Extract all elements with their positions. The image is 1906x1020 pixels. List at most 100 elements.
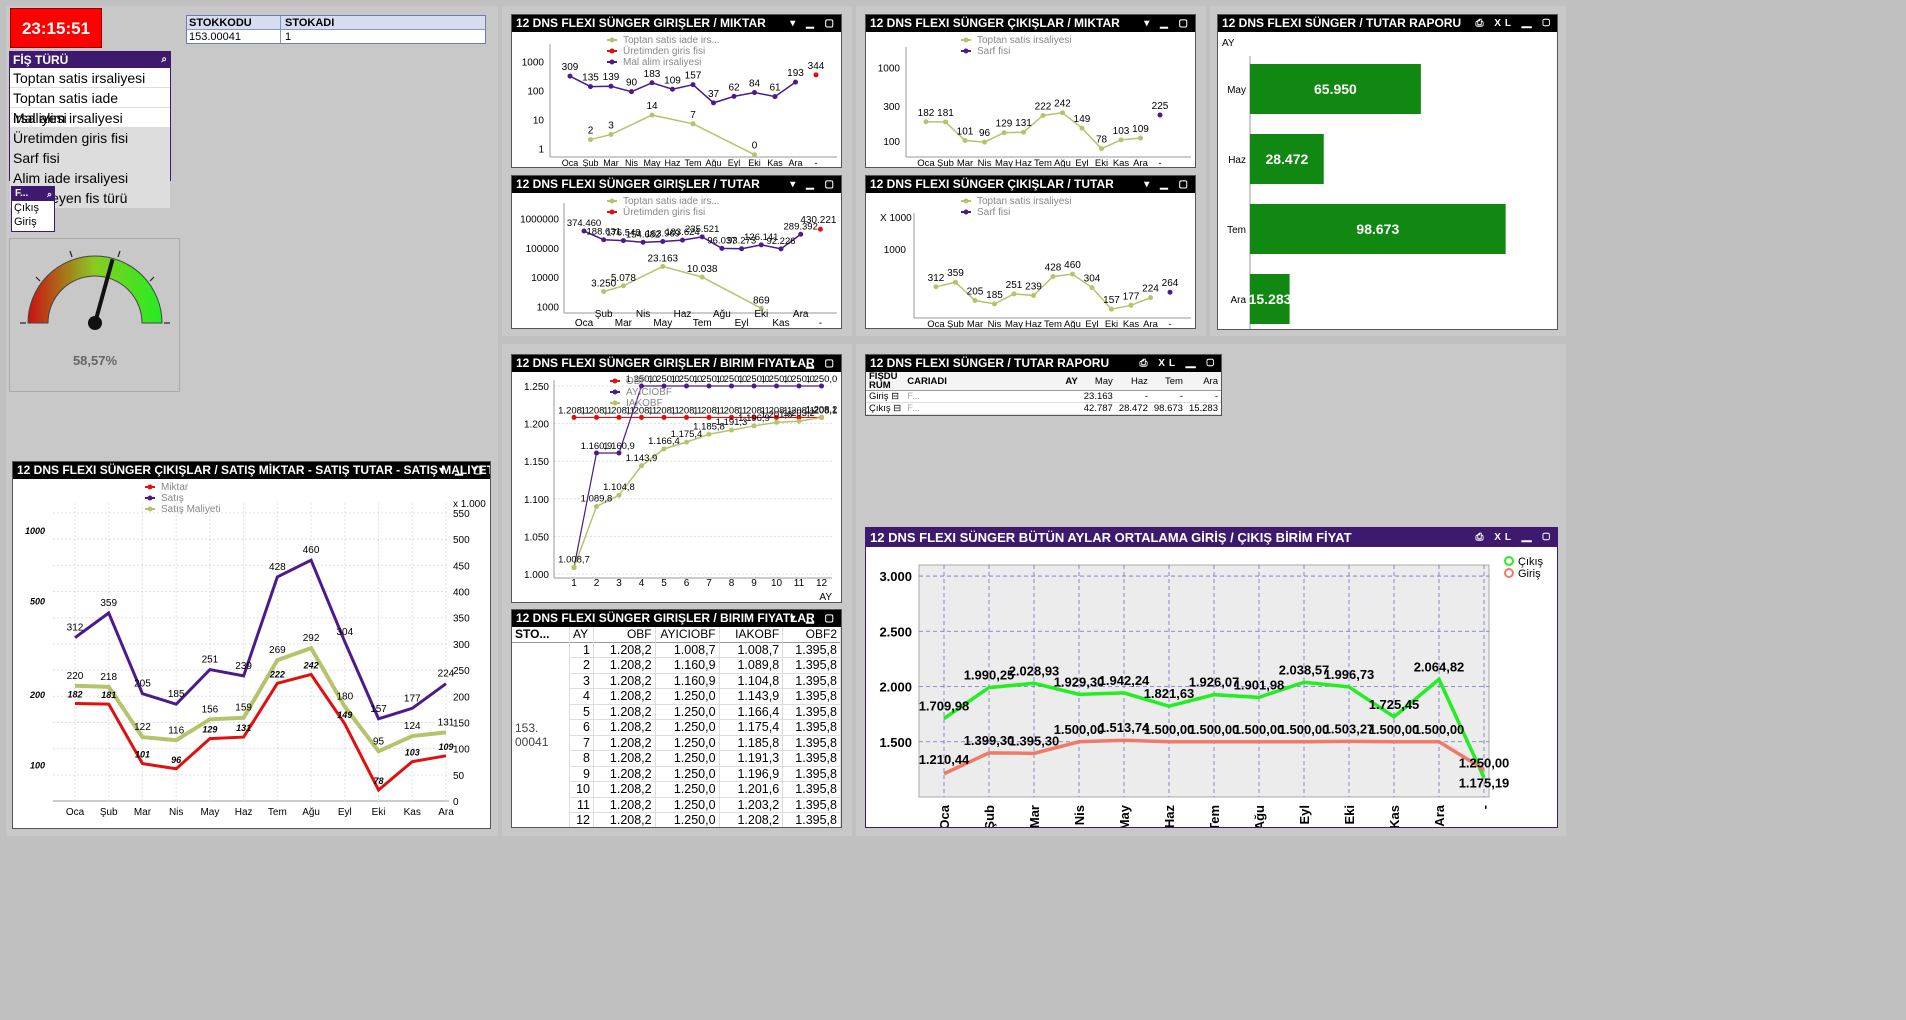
table-cell[interactable]: -: [1144, 391, 1148, 402]
table-cell[interactable]: 2: [569, 657, 594, 673]
table-cell[interactable]: 6: [569, 719, 594, 735]
table-cell[interactable]: 1.208,2: [593, 812, 656, 827]
table-cell[interactable]: 1.208,2: [593, 704, 656, 720]
column-header[interactable]: FİŞDU RUM: [869, 371, 898, 391]
table-cell[interactable]: 1.208,2: [593, 688, 656, 704]
list-item[interactable]: Giriş: [14, 216, 37, 228]
table-cell[interactable]: 28.472: [1118, 403, 1148, 414]
data-table[interactable]: FİŞDU RUM CARIADI AY May Haz Tem Ara Giriş ⊟ F..…: [866, 372, 1221, 415]
window-controls[interactable]: ▾ ▁ ▢: [439, 465, 487, 476]
table-cell[interactable]: 9: [569, 766, 594, 782]
table-cell[interactable]: 1.395,8: [782, 797, 841, 813]
table-cell[interactable]: 1.250,0: [655, 719, 720, 735]
table-cell[interactable]: 11: [569, 797, 594, 813]
table-cell[interactable]: 1.185,8: [719, 735, 784, 751]
table-row[interactable]: 7 1.208,2 1.250,0 1.185,8 1.395,8: [512, 735, 841, 751]
table-cell[interactable]: 1.208,2: [593, 719, 656, 735]
table-cell[interactable]: 1.143,9: [719, 688, 784, 704]
table-row[interactable]: 3 1.208,2 1.160,9 1.104,8 1.395,8: [512, 673, 841, 689]
table-cell[interactable]: 1.395,8: [782, 781, 841, 797]
table-cell[interactable]: 7: [569, 735, 594, 751]
table-cell[interactable]: -: [1179, 391, 1183, 402]
table-cell[interactable]: 1.250,0: [655, 750, 720, 766]
window-controls[interactable]: ▾ ▁ ▢: [1144, 18, 1192, 29]
birim-fiyat-chart[interactable]: 12 DNS FLEXI SÜNGER GIRIŞLER / BIRIM FIY…: [511, 354, 842, 603]
column-header[interactable]: Tem: [1164, 375, 1183, 387]
table-cell[interactable]: 1.208,2: [593, 657, 656, 673]
window-controls[interactable]: ⎙ XL ▁ ▢: [1139, 358, 1218, 369]
table-cell[interactable]: 1.208,2: [593, 673, 656, 689]
table-cell[interactable]: 1.160,9: [655, 673, 720, 689]
table-cell[interactable]: 1.191,3: [719, 750, 784, 766]
table-cell[interactable]: 5: [569, 704, 594, 720]
column-header[interactable]: May: [1094, 375, 1113, 387]
table-row[interactable]: 10 1.208,2 1.250,0 1.201,6 1.395,8: [512, 781, 841, 797]
table-cell[interactable]: 1.250,0: [655, 688, 720, 704]
column-header[interactable]: AY: [569, 627, 594, 642]
table-cell[interactable]: 1.008,7: [655, 642, 720, 658]
column-header[interactable]: Ara: [1203, 375, 1218, 387]
table-cell[interactable]: 15.283: [1188, 403, 1218, 414]
table-cell[interactable]: Çıkış ⊟: [869, 403, 902, 414]
table-cell[interactable]: 1.395,8: [782, 735, 841, 751]
window-controls[interactable]: ⎙ XL ▁ ▢: [1475, 532, 1554, 543]
tutar-raporu-bar-chart[interactable]: 12 DNS FLEXI SÜNGER / TUTAR RAPORU ⎙ XL ▁…: [1217, 14, 1558, 330]
satis-chart[interactable]: 12 DNS FLEXI SÜNGER ÇIKIŞLAR / SATIŞ MİK…: [12, 461, 491, 829]
stokkodu-header[interactable]: STOKKODU: [187, 16, 281, 29]
column-header[interactable]: AY: [1065, 375, 1078, 387]
cikislar-miktar-chart[interactable]: 12 DNS FLEXI SÜNGER ÇIKIŞLAR / MIKTAR ▾ ▁…: [865, 14, 1196, 168]
table-cell[interactable]: 1.089,8: [719, 657, 784, 673]
list-item[interactable]: Sarf fisi: [10, 148, 170, 168]
table-cell[interactable]: 1.250,0: [655, 735, 720, 751]
list-item[interactable]: Üretimden giris fisi: [10, 128, 170, 148]
stok-table[interactable]: STOKKODU STOKADI 153.00041 1: [186, 15, 486, 44]
table-cell[interactable]: 1.175,4: [719, 719, 784, 735]
table-cell[interactable]: 1.395,8: [782, 750, 841, 766]
table-cell[interactable]: 1.203,2: [719, 797, 784, 813]
table-row[interactable]: 2 1.208,2 1.160,9 1.089,8 1.395,8: [512, 657, 841, 673]
table-cell[interactable]: 1.395,8: [782, 657, 841, 673]
girisler-tutar-chart[interactable]: 12 DNS FLEXI SÜNGER GIRIŞLER / TUTAR ▾ ▁ …: [511, 175, 842, 329]
list-item[interactable]: Toptan satis iade irsaliyesi: [10, 88, 170, 126]
tutar-raporu-table[interactable]: 12 DNS FLEXI SÜNGER / TUTAR RAPORU ⎙ XL ▁…: [865, 354, 1222, 416]
table-cell[interactable]: 1.395,8: [782, 673, 841, 689]
table-cell[interactable]: F...: [907, 403, 920, 414]
table-cell[interactable]: 1.395,8: [782, 766, 841, 782]
table-cell[interactable]: 1.208,2: [593, 781, 656, 797]
table-cell[interactable]: 1.104,8: [719, 673, 784, 689]
table-cell[interactable]: 1.208,2: [719, 812, 784, 827]
table-cell[interactable]: 42.787: [1083, 403, 1113, 414]
column-header[interactable]: IAKOBF: [719, 627, 784, 642]
table-cell[interactable]: 1: [569, 642, 594, 658]
table-cell[interactable]: 8: [569, 750, 594, 766]
table-row[interactable]: 12 1.208,2 1.250,0 1.208,2 1.395,8: [512, 812, 841, 827]
table-row[interactable]: 9 1.208,2 1.250,0 1.196,9 1.395,8: [512, 766, 841, 782]
table-row[interactable]: 153. 00041 1 1.208,2 1.008,7 1.008,7 1.395,8: [512, 642, 841, 827]
table-cell[interactable]: 1.201,6: [719, 781, 784, 797]
list-item[interactable]: Alim iade irsaliyesi: [10, 168, 170, 188]
girisler-miktar-chart[interactable]: 12 DNS FLEXI SÜNGER GIRIŞLER / MIKTAR ▾ ▁…: [511, 14, 842, 168]
window-controls[interactable]: ▾ ▁ ▢: [790, 18, 838, 29]
table-cell[interactable]: 4: [569, 688, 594, 704]
window-controls[interactable]: ▾ ▁ ▢: [790, 613, 838, 624]
list-item[interactable]: Çıkış: [14, 202, 40, 214]
table-cell[interactable]: 1.208,2: [593, 735, 656, 751]
table-cell[interactable]: 1.395,8: [782, 812, 841, 827]
column-header[interactable]: CARIADI: [907, 375, 947, 387]
table-row[interactable]: 4 1.208,2 1.250,0 1.143,9 1.395,8: [512, 688, 841, 704]
table-cell[interactable]: 1.166,4: [719, 704, 784, 720]
table-row[interactable]: 11 1.208,2 1.250,0 1.203,2 1.395,8: [512, 797, 841, 813]
table-cell[interactable]: 1.395,8: [782, 688, 841, 704]
table-cell[interactable]: 1.250,0: [655, 766, 720, 782]
table-cell[interactable]: 1.208,2: [593, 766, 656, 782]
table-cell[interactable]: Giriş ⊟: [869, 391, 900, 402]
fisdurum-listbox[interactable]: F... ⌕ Çıkış Giriş: [11, 186, 55, 232]
window-controls[interactable]: ▾ ▁ ▢: [1144, 179, 1192, 190]
stokkodu-cell[interactable]: 153.00041: [187, 30, 281, 43]
column-header[interactable]: OBF: [593, 627, 656, 642]
table-cell[interactable]: 1.250,0: [655, 797, 720, 813]
table-cell[interactable]: 1.008,7: [719, 642, 784, 658]
gauge-panel[interactable]: 58,57%: [9, 238, 180, 392]
ortalama-birim-fiyat-chart[interactable]: 12 DNS FLEXI SÜNGER BÜTÜN AYLAR ORTALAMA…: [865, 527, 1558, 828]
data-table[interactable]: STO... AY OBF AYICIOBF IAKOBF OBF2 153. 00041 1…: [512, 627, 841, 827]
